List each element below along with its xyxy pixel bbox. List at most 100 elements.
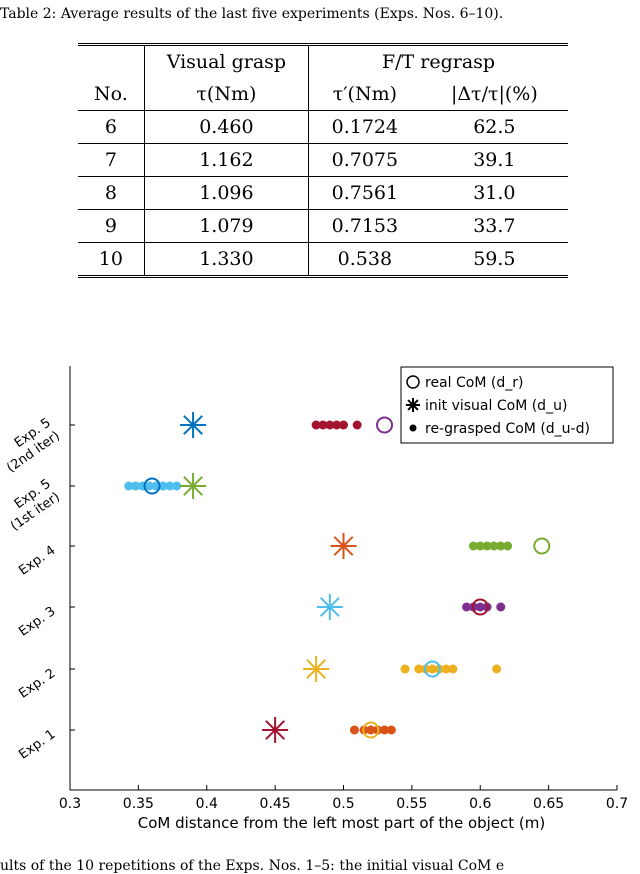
group-header-ft-regrasp: F/T regrasp (381, 51, 496, 73)
table-row: 9 1.079 0.7153 33.7 (78, 209, 568, 243)
cell: 7 (78, 143, 145, 177)
col-header-no: No. (78, 78, 145, 111)
cell: 0.7153 (331, 215, 399, 237)
cell: 62.5 (473, 116, 516, 138)
visual-com-marker (316, 594, 343, 620)
regrasped-point (414, 664, 424, 674)
real-com-marker (143, 477, 161, 495)
visual-com-marker (303, 656, 330, 682)
table-row: 6 0.460 0.1724 62.5 (78, 110, 568, 144)
x-tick-label: 0.7 (606, 796, 628, 812)
real-com-marker (376, 416, 394, 434)
cell: 59.5 (473, 248, 516, 270)
x-tick-label: 0.4 (196, 796, 218, 812)
regrasped-point (492, 664, 502, 674)
x-tick-label: 0.55 (396, 796, 427, 812)
legend-entry-label: init visual CoM (d_u) (425, 398, 567, 414)
cell: 39.1 (473, 149, 516, 171)
cell: 9 (78, 209, 145, 243)
regrasped-point (332, 420, 342, 430)
regrasped-point (400, 664, 410, 674)
cell: 6 (78, 110, 145, 144)
regrasped-point (325, 420, 335, 430)
x-tick-label: 0.45 (260, 796, 291, 812)
regrasped-point (339, 420, 348, 430)
regrasped-point (124, 481, 134, 491)
regrasped-point (427, 664, 437, 674)
cell: 31.0 (473, 182, 516, 204)
x-tick-label: 0.6 (469, 796, 491, 812)
regrasped-point (131, 481, 141, 491)
real-com-marker (471, 598, 489, 616)
real-com-marker (362, 721, 380, 739)
y-tick-label: Exp. 1 (16, 727, 58, 763)
cell: 1.330 (144, 242, 310, 277)
col-header-tau-prime: τ′(Nm) (332, 83, 398, 105)
regrasped-point (475, 541, 485, 551)
table-column-header-row: No. τ(Nm) τ′(Nm) |Δτ/τ|(%) (78, 78, 568, 111)
regrasped-point (386, 725, 396, 735)
regrasped-point (462, 602, 472, 612)
table-row: 8 1.096 0.7561 31.0 (78, 176, 568, 210)
cell: 1.096 (144, 176, 310, 210)
legend-regrasped-icon (409, 424, 417, 432)
cell: 1.162 (144, 143, 310, 177)
com-scatter-chart: 0.3 0.35 0.4 0.45 0.5 0.55 0.6 0.65 0.7 CoM dista… (0, 366, 628, 832)
cell: 33.7 (473, 215, 516, 237)
x-axis-label: CoM distance from the left most part of … (138, 814, 546, 832)
legend-box (400, 366, 614, 444)
table-caption: Table 2: Average results of the last fiv… (0, 6, 504, 22)
regrasped-point (318, 420, 328, 430)
table-group-header-row: Visual grasp F/T regrasp (78, 44, 568, 78)
results-table: Visual grasp F/T regrasp No. τ(Nm) τ′(Nm… (78, 43, 568, 278)
regrasped-point (489, 541, 499, 551)
regrasped-point (352, 420, 362, 430)
regrasped-point (503, 541, 513, 551)
cell: 0.1724 (331, 116, 399, 138)
group-header-cell (78, 44, 145, 78)
regrasped-point (496, 602, 506, 612)
col-header-tau: τ(Nm) (144, 78, 310, 111)
y-tick-label: Exp. 2 (16, 666, 58, 702)
cell: 0.460 (144, 110, 310, 144)
x-tick-label: 0.35 (123, 796, 154, 812)
visual-com-marker (180, 412, 207, 438)
cell: 0.538 (337, 248, 393, 270)
regrasped-point (158, 481, 168, 491)
visual-com-marker (330, 533, 357, 559)
regrasped-point (349, 725, 359, 735)
cell: 0.7561 (331, 182, 399, 204)
regrasped-point (380, 725, 390, 735)
table-row: 7 1.162 0.7075 39.1 (78, 143, 568, 177)
regrasped-point (311, 420, 321, 430)
regrasped-point (475, 602, 485, 612)
legend-real-icon (406, 375, 420, 389)
legend-entry-label: re-grasped CoM (d_u-d) (425, 421, 590, 437)
regrasped-point (165, 481, 175, 491)
y-tick-label: Exp. 5(1st iter) (0, 476, 63, 534)
cell: 0.7075 (331, 149, 399, 171)
regrasped-point (441, 664, 451, 674)
plot-area: 0.3 0.35 0.4 0.45 0.5 0.55 0.6 0.65 0.7 CoM dista… (0, 366, 628, 832)
cell: 10 (78, 242, 145, 277)
legend-visual-icon (406, 398, 420, 412)
regrasped-point (366, 725, 376, 735)
x-tick-label: 0.3 (59, 796, 81, 812)
x-tick-label: 0.5 (332, 796, 354, 812)
visual-com-marker (180, 473, 207, 499)
legend-entry-label: real CoM (d_r) (425, 375, 523, 391)
cell: 1.079 (144, 209, 310, 243)
regrasped-point (144, 481, 154, 491)
x-tick-label: 0.65 (533, 796, 564, 812)
regrasped-point (172, 481, 182, 491)
group-header-visual-grasp: Visual grasp (144, 44, 310, 78)
y-tick-label: Exp. 5(2nd iter) (0, 415, 63, 475)
table-row: 10 1.330 0.538 59.5 (78, 242, 568, 277)
regrasped-point (482, 541, 492, 551)
regrasped-point (468, 541, 478, 551)
y-tick-label: Exp. 4 (16, 543, 58, 579)
real-com-marker (533, 537, 551, 555)
visual-com-marker (262, 717, 289, 743)
regrasped-point (448, 664, 458, 674)
figure-caption: ults of the 10 repetitions of the Exps. … (0, 858, 505, 874)
